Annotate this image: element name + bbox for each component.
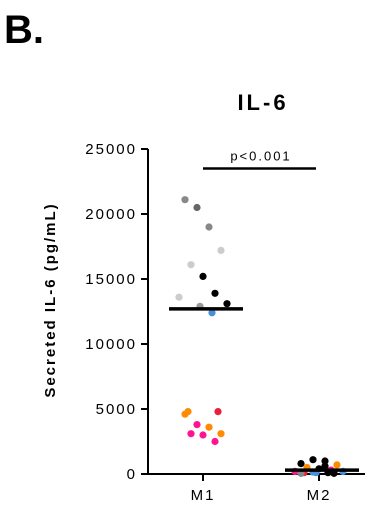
data-point bbox=[214, 408, 222, 416]
data-point bbox=[193, 421, 201, 429]
data-point bbox=[205, 223, 213, 231]
data-point bbox=[181, 410, 189, 418]
data-point bbox=[321, 457, 329, 465]
mean-lines bbox=[169, 307, 359, 472]
data-point bbox=[199, 431, 207, 439]
data-point bbox=[321, 462, 329, 470]
p-value-label: p<0.001 bbox=[230, 149, 291, 164]
data-point bbox=[208, 309, 216, 317]
y-axis-label: Secreted IL-6 (pg/mL) bbox=[42, 202, 59, 397]
data-point bbox=[217, 430, 225, 438]
data-point bbox=[193, 203, 201, 212]
panel-label: B. bbox=[4, 8, 44, 52]
y-tick-label: 10000 bbox=[85, 336, 137, 353]
data-point bbox=[309, 456, 317, 464]
axes bbox=[147, 149, 365, 475]
data-point bbox=[199, 272, 207, 280]
y-ticks: 0 5000 10000 15000 20000 25000 bbox=[85, 141, 148, 483]
x-ticks: M1 M2 bbox=[191, 474, 332, 504]
significance-annotation: p<0.001 bbox=[203, 149, 316, 170]
chart-title: IL-6 bbox=[237, 90, 288, 115]
y-tick-label: 5000 bbox=[96, 401, 137, 418]
y-tick-label: 20000 bbox=[85, 206, 137, 223]
data-point bbox=[333, 461, 341, 469]
data-point bbox=[181, 196, 189, 204]
x-tick-label: M2 bbox=[307, 487, 332, 504]
data-points bbox=[175, 196, 347, 477]
data-point bbox=[217, 246, 225, 254]
data-point bbox=[211, 437, 219, 446]
y-tick-label: 25000 bbox=[85, 141, 137, 158]
data-point bbox=[211, 289, 219, 297]
data-point bbox=[223, 300, 231, 308]
data-point bbox=[297, 460, 305, 468]
data-point bbox=[187, 430, 195, 438]
data-point bbox=[205, 423, 213, 431]
data-point bbox=[187, 261, 195, 269]
x-tick-label: M1 bbox=[191, 487, 216, 504]
y-tick-label: 15000 bbox=[85, 271, 137, 288]
data-point bbox=[175, 293, 183, 301]
y-tick-label: 0 bbox=[127, 466, 137, 483]
